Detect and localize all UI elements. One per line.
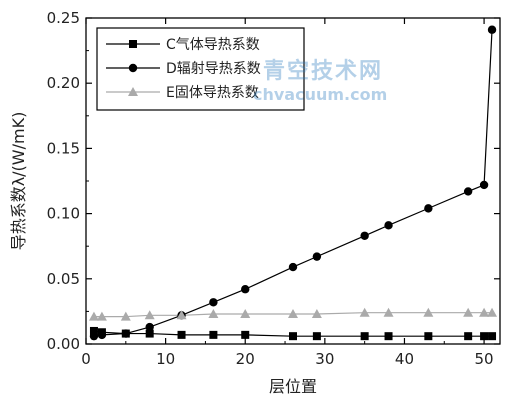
legend-marker <box>129 40 137 48</box>
series-1-point <box>209 330 218 339</box>
series-1-point <box>464 332 473 341</box>
series-1-point <box>424 332 433 341</box>
series-2-point <box>479 180 489 190</box>
x-tick-label: 20 <box>236 350 255 368</box>
series-3-point <box>463 307 474 317</box>
x-tick-label: 50 <box>475 350 494 368</box>
y-tick-label: 0.10 <box>47 205 80 223</box>
series-3-point <box>423 307 434 317</box>
series-1-point <box>241 330 250 339</box>
series-3-point <box>288 309 298 319</box>
series-1-point <box>145 329 154 338</box>
axis-ticks <box>85 17 500 345</box>
series-2-point <box>209 298 218 307</box>
series-2-point <box>97 330 107 340</box>
watermark-line2: chvacuum.com <box>253 85 387 104</box>
legend-label: C气体导热系数 <box>166 37 260 53</box>
series-markers <box>88 25 498 341</box>
series-1-point <box>360 332 369 341</box>
series-2-point <box>241 285 250 294</box>
series-3-point <box>359 307 370 317</box>
series-1-point <box>177 330 186 339</box>
series-2-point <box>145 322 154 332</box>
series-1-point <box>289 332 297 341</box>
y-tick-label: 0.15 <box>47 139 80 157</box>
legend-marker <box>128 87 138 96</box>
y-axis-title: 导热系数λ/(W/mK) <box>9 112 28 251</box>
series-3-point <box>96 311 107 321</box>
series-1-point <box>89 326 98 335</box>
series-3-point <box>208 309 219 319</box>
watermark-line1: 青空技术网 <box>263 58 383 84</box>
series-2-point <box>487 25 497 34</box>
series-2-point <box>384 221 393 230</box>
x-tick-label: 40 <box>395 350 414 368</box>
series-3-point <box>120 311 131 321</box>
y-tick-label: 0.00 <box>47 335 80 353</box>
axis-tick-labels: 0 10 20 30 40 50 0.00 0.05 0.10 0.15 0.20 0.25 <box>47 9 494 368</box>
series-1-point <box>312 332 321 341</box>
x-tick-label: 30 <box>315 350 334 368</box>
watermark: 青空技术网 chvacuum.com <box>253 58 387 104</box>
y-tick-label: 0.25 <box>47 9 80 27</box>
series-2-point <box>424 204 433 213</box>
series-2-point <box>288 262 298 272</box>
series-3-point <box>240 309 251 319</box>
series-2-point <box>312 252 322 261</box>
series-3-point <box>311 309 322 319</box>
legend: C气体导热系数 D辐射导热系数 E固体导热系数 <box>96 27 305 111</box>
x-tick-label: 0 <box>81 350 91 368</box>
x-tick-label: 10 <box>156 350 175 368</box>
series-1-point <box>488 332 497 341</box>
y-tick-label: 0.20 <box>47 74 80 92</box>
y-tick-label: 0.05 <box>47 270 80 288</box>
legend-label: D辐射导热系数 <box>166 61 261 77</box>
series-1-point <box>384 332 393 341</box>
series-1-point <box>480 332 489 341</box>
series-3-point <box>487 307 498 317</box>
series-2-point <box>360 231 369 240</box>
series-2-point <box>121 329 131 338</box>
series-3-point <box>479 307 490 317</box>
series-3-point <box>144 310 155 320</box>
legend-label: E固体导热系数 <box>166 85 259 101</box>
series-3-point <box>176 310 187 320</box>
x-axis-title: 层位置 <box>269 377 317 396</box>
series-3-point <box>383 307 394 317</box>
legend-marker <box>128 63 138 73</box>
series-2-point <box>463 187 473 196</box>
series-2-point <box>89 331 99 341</box>
series-3-point <box>88 311 99 321</box>
